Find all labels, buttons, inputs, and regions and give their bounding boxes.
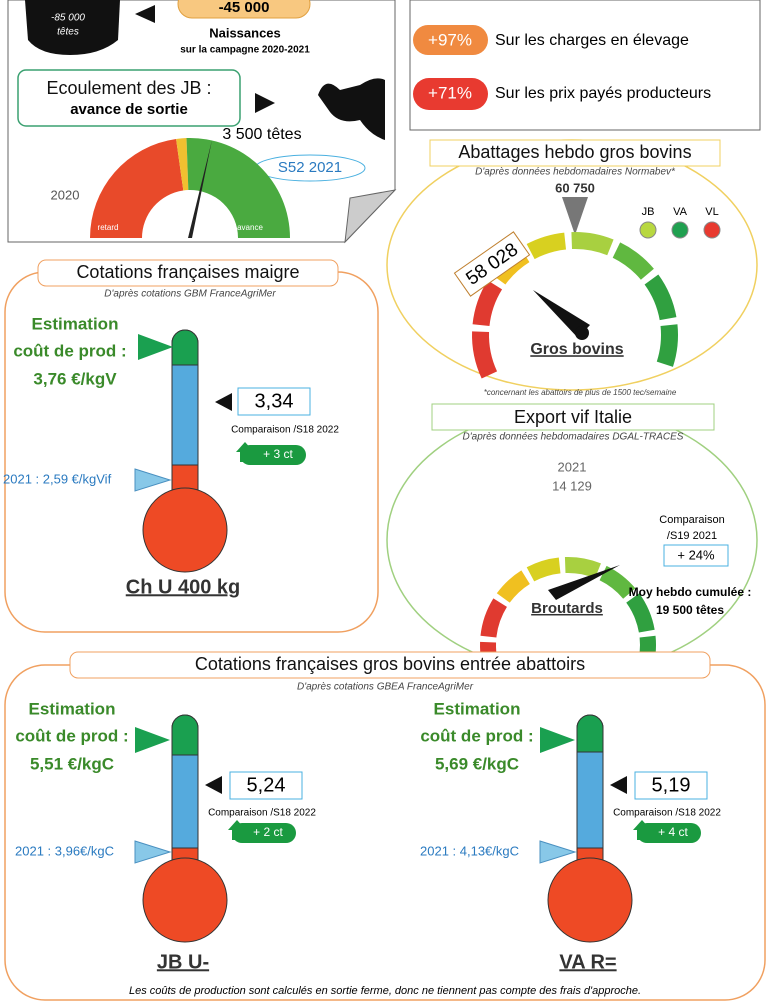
text: JB U- <box>157 951 209 973</box>
text: 60 750 <box>555 180 595 195</box>
text: Sur les charges en élevage <box>495 32 689 49</box>
text: 2021 : 4,13€/kgC <box>420 843 519 858</box>
text: Gros bovins <box>530 341 623 358</box>
text: avance <box>237 223 263 232</box>
text: 2020 <box>51 187 80 202</box>
title: Abattages hebdo gros bovins <box>458 142 691 162</box>
fold <box>345 190 395 242</box>
legend-dot <box>640 222 656 238</box>
subtitle: D'après cotations GBEA FranceAgriMer <box>297 682 474 693</box>
text: coût de prod : <box>13 341 126 360</box>
legend-label: VA <box>673 206 688 218</box>
text: 2021 <box>558 459 587 474</box>
subtitle: D'après données hebdomadaires Normabev* <box>475 167 676 178</box>
text: VA R= <box>559 951 616 973</box>
text: S52 2021 <box>278 159 342 176</box>
title: Export vif Italie <box>514 407 632 427</box>
footnote: *concernant les abattoirs de plus de 150… <box>484 388 677 397</box>
bulb <box>143 858 227 942</box>
text: + 24% <box>677 547 715 562</box>
text: 5,51 €/kgC <box>30 754 114 773</box>
text: coût de prod : <box>420 726 533 745</box>
text: 19 500 têtes <box>656 603 724 617</box>
panel <box>410 0 760 130</box>
text: 5,19 <box>652 774 691 796</box>
text: +71% <box>428 83 472 102</box>
text: Comparaison <box>659 514 724 526</box>
text: Naissances <box>209 25 281 40</box>
text: Estimation <box>29 699 116 718</box>
text: Sur les prix payés producteurs <box>495 85 711 102</box>
text: 5,24 <box>247 774 286 796</box>
bulb <box>143 488 227 572</box>
legend-label: JB <box>642 206 655 218</box>
text: 5,69 €/kgC <box>435 754 519 773</box>
text: Ch U 400 kg <box>126 576 240 598</box>
text: 2021 : 2,59 €/kgVif <box>3 471 112 486</box>
text: coût de prod : <box>15 726 128 745</box>
text: 3,76 €/kgV <box>33 369 117 388</box>
text: 3 500 têtes <box>222 126 301 143</box>
text: -85 000 <box>51 13 85 24</box>
infographic: -85 000 têtes -45 000 Naissances sur la … <box>0 0 771 1006</box>
text: /S19 2021 <box>667 530 717 542</box>
subtitle: D'après données hebdomadaires DGAL-TRACE… <box>463 432 684 443</box>
legend-label: VL <box>705 206 718 218</box>
tube-top <box>172 715 198 755</box>
legend-dot <box>672 222 688 238</box>
text: + 3 ct <box>263 447 293 461</box>
tube-top <box>172 330 198 365</box>
text: -45 000 <box>219 0 270 16</box>
text: +97% <box>428 30 472 49</box>
legend-dot <box>704 222 720 238</box>
text: + 4 ct <box>658 825 688 839</box>
subtitle: D'après cotations GBM FranceAgriMer <box>104 289 276 300</box>
text: 14 129 <box>552 478 592 493</box>
text: avance de sortie <box>70 101 188 118</box>
text: Comparaison /S18 2022 <box>613 808 721 819</box>
text: 3,34 <box>255 390 294 412</box>
footnote: Les coûts de production sont calculés en… <box>129 985 641 997</box>
tube-bottom <box>172 465 198 490</box>
text: retard <box>98 223 119 232</box>
text: Estimation <box>434 699 521 718</box>
text: Comparaison /S18 2022 <box>208 808 316 819</box>
title: Cotations françaises gros bovins entrée … <box>195 654 585 674</box>
text: Broutards <box>531 600 603 617</box>
text: sur la campagne 2020-2021 <box>180 45 310 56</box>
text: Estimation <box>32 314 119 333</box>
text: Comparaison /S18 2022 <box>231 425 339 436</box>
pivot <box>575 326 589 340</box>
text: 2021 : 3,96€/kgC <box>15 843 114 858</box>
text: têtes <box>57 27 79 38</box>
text: Ecoulement des JB : <box>46 78 211 98</box>
text: + 2 ct <box>253 825 283 839</box>
title: Cotations françaises maigre <box>76 262 299 282</box>
bulb <box>548 858 632 942</box>
tube-top <box>577 715 603 752</box>
text: Moy hebdo cumulée : <box>629 585 752 599</box>
